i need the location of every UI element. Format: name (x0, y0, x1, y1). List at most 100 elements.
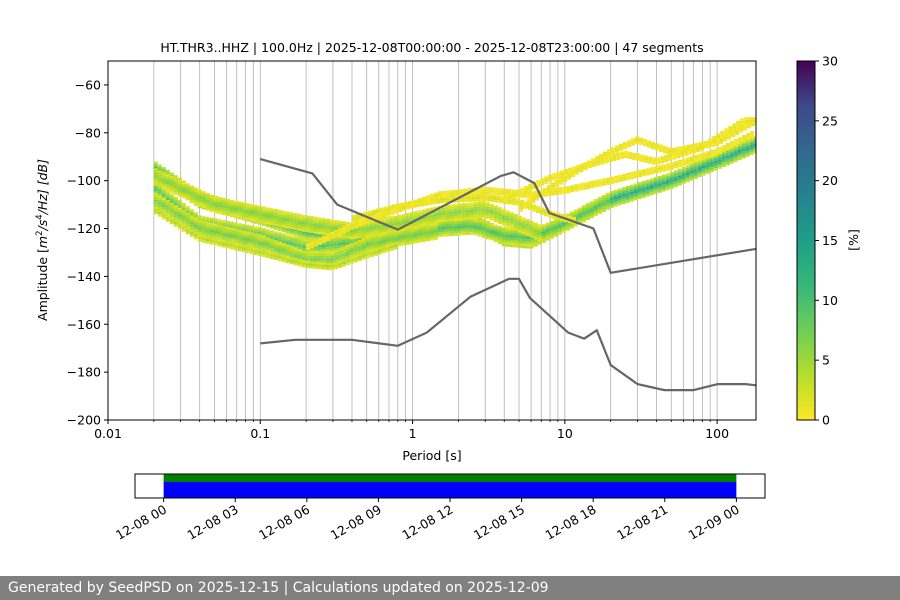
psd-cell (598, 181, 603, 185)
psd-cell (373, 242, 378, 245)
psd-cell (281, 235, 286, 239)
psd-cell (405, 230, 410, 233)
psd-cell (596, 163, 601, 166)
psd-cell (445, 219, 450, 222)
psd-cell (261, 254, 266, 257)
psd-cell (381, 229, 386, 232)
psd-cell (417, 233, 422, 236)
psd-cell (273, 245, 278, 248)
psd-cell (389, 231, 394, 234)
psd-cell (394, 206, 399, 209)
psd-cell (381, 219, 386, 223)
psd-cell (329, 221, 334, 225)
psd-cell (373, 250, 378, 254)
psd-cell (334, 234, 339, 238)
psd-cell (289, 235, 294, 238)
psd-cell (161, 207, 166, 210)
psd-cell (694, 154, 699, 158)
psd-cell (285, 221, 290, 224)
psd-cell (637, 184, 642, 187)
psd-cell (679, 146, 683, 149)
psd-cell (725, 150, 730, 154)
psd-cell (516, 189, 521, 192)
psd-cell (285, 228, 290, 232)
psd-cell (213, 208, 218, 211)
psd-cell (668, 158, 673, 161)
psd-cell (445, 229, 450, 232)
psd-cell (468, 199, 472, 202)
psd-cell (245, 210, 250, 213)
psd-cell (485, 206, 490, 210)
psd-cell (505, 220, 510, 223)
psd-cell (361, 250, 366, 253)
psd-cell (325, 249, 330, 252)
psd-cell (746, 135, 751, 138)
psd-cell (313, 247, 318, 251)
psd-cell (373, 226, 378, 229)
psd-cell (512, 200, 516, 203)
psd-cell (393, 220, 398, 223)
psd-cell (321, 242, 326, 245)
psd-cell (245, 203, 250, 206)
psd-cell (173, 217, 178, 220)
psd-cell (465, 205, 470, 208)
psd-cell (673, 180, 678, 183)
psd-cell (253, 250, 258, 253)
psd-cell (585, 212, 590, 216)
psd-cell (209, 232, 214, 235)
psd-cell (393, 239, 398, 243)
psd-cell (365, 236, 370, 239)
psd-cell (546, 191, 551, 194)
psd-cell (297, 230, 302, 233)
psd-cell (181, 181, 186, 185)
psd-cell (449, 233, 454, 237)
psd-cell (596, 158, 601, 161)
psd-cell (742, 137, 747, 140)
psd-cell (732, 123, 737, 126)
psd-cell (713, 163, 718, 166)
psd-cell (714, 151, 719, 154)
psd-cell (731, 134, 735, 138)
psd-cell (217, 204, 222, 207)
psd-cell (313, 233, 318, 236)
psd-cell (712, 138, 717, 141)
psd-cell (249, 204, 254, 207)
psd-cell (438, 191, 443, 194)
psd-cell (225, 199, 230, 202)
psd-cell (177, 226, 182, 230)
psd-cell (209, 217, 214, 221)
psd-cell (593, 201, 598, 204)
psd-cell (189, 192, 194, 196)
psd-cell (530, 191, 535, 194)
psd-cell (241, 207, 246, 210)
psd-cell (221, 237, 226, 241)
psd-cell (697, 165, 702, 168)
psd-cell (301, 231, 306, 234)
psd-cell (273, 255, 278, 258)
psd-cell (433, 221, 438, 224)
psd-cell (153, 204, 158, 208)
psd-cell (301, 245, 306, 249)
psd-cell (489, 211, 494, 214)
psd-cell (322, 238, 327, 241)
psd-cell (393, 247, 398, 250)
psd-cell (273, 240, 278, 243)
psd-cell (265, 207, 270, 210)
psd-cell (333, 243, 338, 246)
psd-cell (305, 241, 310, 244)
psd-cell (753, 143, 756, 146)
psd-cell (329, 267, 334, 271)
psd-cell (305, 253, 310, 256)
psd-cell (509, 228, 514, 231)
psd-cell (209, 227, 214, 231)
psd-cell (257, 248, 262, 252)
psd-cell (241, 216, 246, 220)
psd-cell (378, 214, 383, 217)
psd-cell (409, 239, 414, 242)
psd-cell (269, 241, 274, 244)
psd-cell (650, 169, 655, 172)
psd-cell (317, 245, 322, 248)
psd-cell (643, 143, 647, 147)
psd-cell (293, 262, 298, 266)
psd-cell (630, 172, 635, 175)
